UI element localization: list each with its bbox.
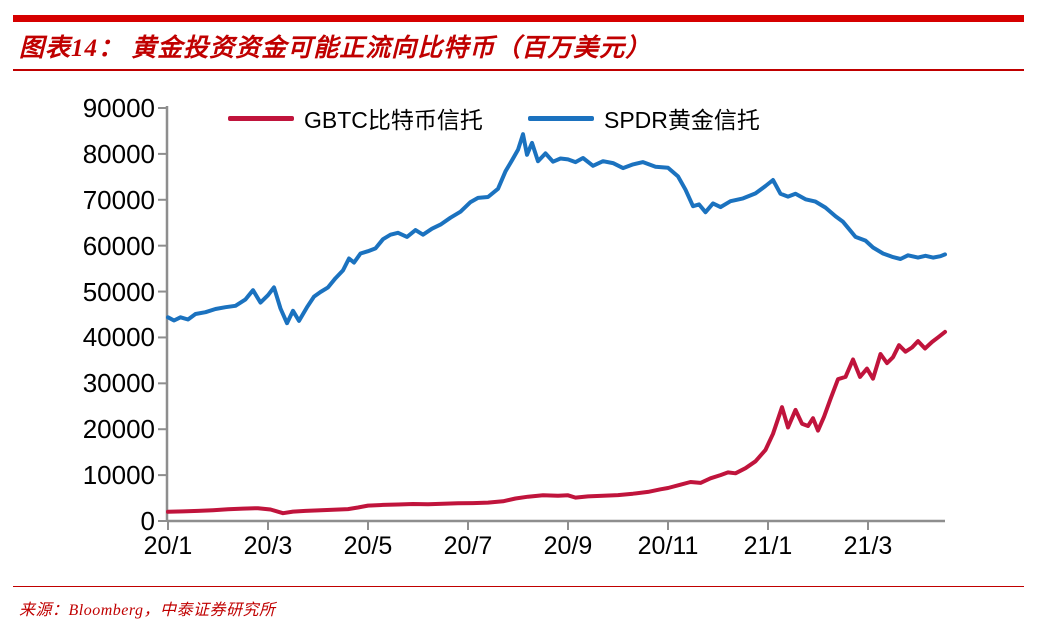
x-tick-label: 20/5 xyxy=(343,532,393,560)
x-tick-label: 20/9 xyxy=(543,532,593,560)
x-tick-label: 21/1 xyxy=(743,532,793,560)
chart-title: 图表14： 黄金投资资金可能正流向比特币（百万美元） xyxy=(19,35,652,62)
y-tick-label: 0 xyxy=(140,506,155,536)
x-tick-label: 20/7 xyxy=(443,532,493,560)
footer-divider xyxy=(13,586,1024,587)
series-line-spdr xyxy=(166,132,947,326)
title-divider xyxy=(13,69,1024,71)
x-tick-label: 20/3 xyxy=(243,532,293,560)
y-tick-label: 70000 xyxy=(82,184,155,215)
y-tick-label: 90000 xyxy=(82,93,155,123)
x-tick-label: 20/1 xyxy=(143,532,193,560)
y-tick-label: 20000 xyxy=(82,414,155,445)
y-tick-label: 50000 xyxy=(82,276,155,307)
y-tick-label: 40000 xyxy=(82,322,155,353)
y-tick-label: 60000 xyxy=(82,230,155,261)
y-tick-label: 80000 xyxy=(82,138,155,169)
source-text: 来源：Bloomberg，中泰证券研究所 xyxy=(19,602,276,619)
x-tick-label: 20/11 xyxy=(637,532,699,560)
x-tick-label: 21/3 xyxy=(843,532,893,560)
series-line-gbtc xyxy=(166,329,947,516)
y-tick-label: 30000 xyxy=(82,368,155,399)
top-accent-bar xyxy=(13,15,1024,22)
y-tick-label: 10000 xyxy=(82,460,155,491)
